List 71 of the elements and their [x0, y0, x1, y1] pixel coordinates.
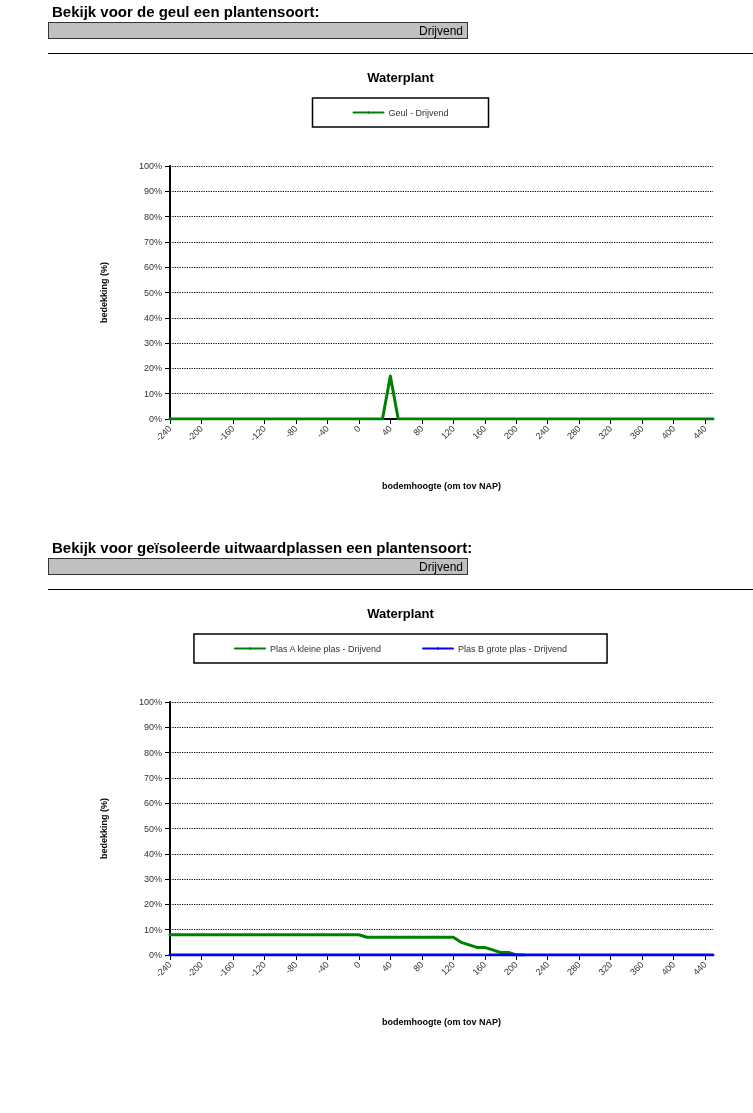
y-axis-title: bedekking (%) — [98, 797, 109, 860]
x-tick-label: -200 — [185, 423, 206, 444]
x-tick-label: 0 — [351, 423, 363, 435]
y-axis-title: bedekking (%) — [98, 261, 109, 324]
x-tick-label: 160 — [470, 423, 489, 442]
legend-label: Plas A kleine plas - Drijvend — [269, 643, 382, 654]
y-tick-label: 30% — [143, 338, 162, 349]
y-tick-label: 0% — [148, 950, 162, 960]
x-tick-label: 160 — [470, 959, 489, 978]
y-tick-label: 50% — [143, 823, 162, 834]
x-tick-label: -80 — [283, 959, 300, 976]
x-tick-label: 400 — [659, 423, 678, 442]
y-tick-label: 90% — [143, 186, 162, 197]
y-tick-label: 100% — [138, 697, 162, 707]
x-tick-label: 320 — [596, 423, 615, 442]
y-tick-label: 40% — [143, 312, 162, 323]
legend-label: Geul - Drijvend — [388, 107, 449, 118]
y-tick-label: 30% — [143, 874, 162, 885]
x-axis-title: bodemhoogte (om tov NAP) — [382, 480, 501, 491]
x-tick-label: -200 — [185, 959, 206, 980]
x-tick-label: 80 — [411, 423, 426, 438]
y-tick-label: 40% — [143, 848, 162, 859]
x-tick-label: 440 — [690, 423, 709, 442]
x-tick-label: -160 — [216, 423, 237, 444]
y-tick-label: 90% — [143, 722, 162, 733]
x-tick-label: 240 — [533, 423, 552, 442]
x-tick-label: 120 — [439, 423, 457, 442]
y-tick-label: 80% — [143, 747, 162, 758]
x-tick-label: 360 — [628, 959, 646, 978]
x-tick-label: 280 — [565, 423, 583, 442]
x-tick-label: -240 — [153, 959, 174, 980]
x-tick-label: 40 — [379, 959, 394, 974]
y-tick-label: 100% — [138, 161, 162, 171]
x-tick-label: 120 — [439, 959, 457, 978]
x-tick-label: -120 — [248, 423, 268, 444]
y-tick-label: 50% — [143, 287, 162, 298]
y-tick-label: 60% — [143, 262, 162, 273]
legend-label: Plas B grote plas - Drijvend — [458, 643, 568, 654]
x-tick-label: 280 — [565, 959, 583, 978]
x-tick-label: 360 — [628, 423, 646, 442]
x-tick-label: 200 — [502, 423, 520, 442]
x-tick-label: 400 — [659, 959, 678, 978]
text: Bekijk voor geïsoleerde uitwaardplassen een plantensoort: — [51, 538, 474, 558]
y-tick-label: 10% — [143, 924, 162, 935]
x-tick-label: 440 — [690, 959, 709, 978]
text: Drijvend — [48, 22, 468, 39]
y-tick-label: 80% — [143, 211, 162, 222]
y-tick-label: 70% — [143, 772, 162, 783]
x-tick-label: -80 — [283, 423, 300, 440]
text: Drijvend — [48, 558, 468, 575]
y-tick-label: 20% — [143, 899, 162, 910]
y-tick-label: 60% — [143, 798, 162, 809]
y-tick-label: 10% — [143, 388, 162, 399]
x-tick-label: -240 — [153, 423, 174, 444]
x-tick-label: -160 — [216, 959, 237, 980]
x-tick-label: -40 — [314, 959, 331, 976]
chart-title: Waterplant — [367, 606, 435, 621]
x-tick-label: 200 — [502, 959, 520, 978]
y-tick-label: 20% — [143, 363, 162, 374]
y-tick-label: 0% — [148, 414, 162, 424]
x-tick-label: -120 — [248, 959, 268, 980]
y-tick-label: 70% — [143, 236, 162, 247]
chart-title: Waterplant — [367, 70, 435, 85]
x-tick-label: 240 — [533, 959, 552, 978]
x-tick-label: -40 — [314, 423, 331, 440]
x-tick-label: 40 — [379, 423, 394, 438]
x-tick-label: 0 — [351, 959, 363, 971]
x-axis-title: bodemhoogte (om tov NAP) — [382, 1016, 501, 1027]
x-tick-label: 320 — [596, 959, 615, 978]
text: Bekijk voor de geul een plantensoort: — [51, 2, 321, 22]
x-tick-label: 80 — [411, 959, 426, 974]
